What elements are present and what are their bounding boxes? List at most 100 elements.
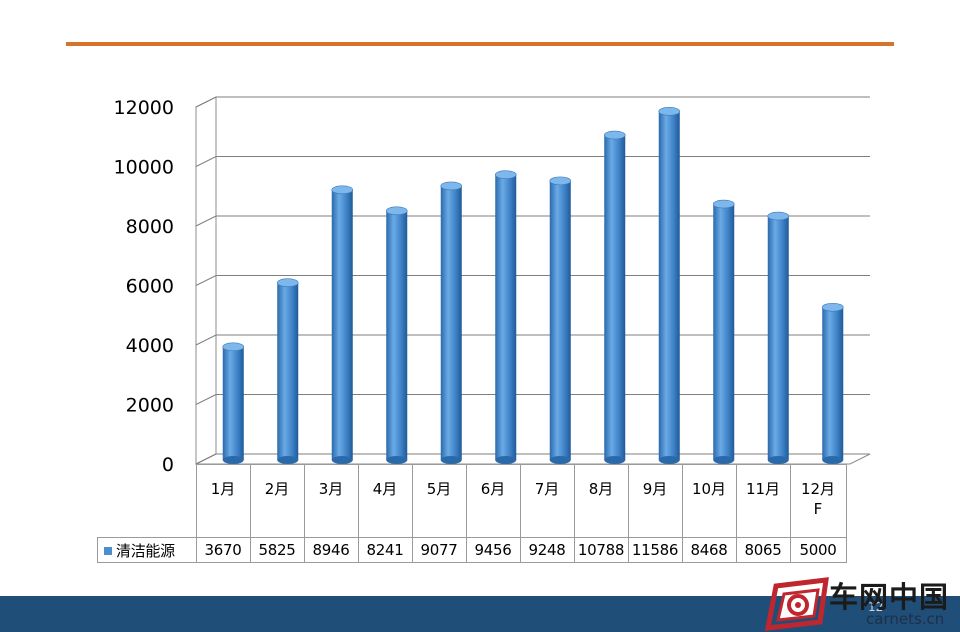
bar-base (495, 456, 517, 464)
bars (222, 107, 844, 464)
bar-base (331, 456, 353, 464)
legend-label: 清洁能源 (116, 541, 175, 560)
gridline (195, 215, 870, 227)
category-label: 6月 (465, 464, 521, 538)
data-table: 1月 2月 3月 4月 5月 6月 7月 8月 9月 10月 11月 12月F 清洁能源 3670 582… (97, 464, 847, 563)
value-cell: 3670 (195, 537, 251, 563)
bar (658, 107, 681, 464)
bar (821, 302, 844, 464)
bar-base (277, 456, 299, 464)
bar-top (494, 170, 517, 179)
category-label: 8月 (573, 464, 629, 538)
bar-body (277, 282, 299, 460)
legend-entry: 清洁能源 (97, 537, 197, 563)
bar-base (658, 456, 680, 464)
legend-key-icon (104, 546, 112, 555)
bar-body (658, 111, 680, 460)
bar-top (821, 302, 844, 312)
category-label: 4月 (357, 464, 413, 538)
value-cell: 10788 (573, 537, 629, 563)
bar (222, 342, 245, 464)
y-tick-label: 10000 (114, 157, 174, 179)
logo-url: carnets.cn (866, 610, 945, 628)
bar-base (713, 456, 735, 464)
header-rule (66, 42, 894, 46)
bar-base (767, 456, 789, 464)
bar-body (604, 135, 626, 460)
y-tick-label: 2000 (126, 395, 174, 417)
bar-top (331, 185, 354, 195)
gridline (195, 275, 870, 286)
gridline (195, 394, 870, 405)
y-tick-label: 6000 (126, 276, 174, 298)
page-number: 12 (868, 600, 884, 614)
bar (385, 206, 408, 464)
value-cell: 8241 (357, 537, 413, 563)
bar-top (767, 211, 790, 221)
bar-body (331, 189, 353, 460)
bar-body (386, 210, 408, 460)
gridline (195, 96, 870, 108)
category-label: 5月 (411, 464, 467, 538)
bar (767, 211, 790, 464)
bar-top (712, 199, 735, 209)
camera-logo-icon (764, 577, 829, 631)
grid-lines (195, 96, 871, 465)
bar-top (603, 130, 626, 140)
bar-base (222, 456, 244, 464)
bar-body (822, 307, 844, 460)
category-label: 7月 (519, 464, 575, 538)
bar-top (385, 206, 408, 216)
category-label: 9月 (627, 464, 683, 538)
y-tick-label: 4000 (126, 335, 174, 357)
bar (603, 130, 626, 464)
bar (712, 199, 735, 464)
bar-body (713, 204, 735, 460)
bar (276, 278, 299, 464)
table-corner (97, 464, 197, 538)
category-label: 11月 (735, 464, 791, 538)
category-label: 3月 (303, 464, 359, 538)
category-label: 1月 (195, 464, 251, 538)
gridline (195, 334, 870, 346)
value-cell: 9456 (465, 537, 521, 563)
bar-top (549, 176, 572, 186)
logo-text: 车网中国 (829, 580, 950, 614)
bar-top (276, 278, 299, 288)
bar (549, 176, 572, 464)
category-label: 12月F (789, 464, 847, 538)
value-cell: 11586 (627, 537, 683, 563)
y-tick-label: 8000 (126, 216, 174, 238)
bar-base (822, 456, 844, 464)
bar-base (386, 456, 408, 464)
bar-base (440, 456, 462, 464)
value-row: 清洁能源 3670 5825 8946 8241 9077 9456 9248 10788 115… (97, 537, 847, 563)
bar-body (222, 346, 244, 460)
bar-body (495, 174, 517, 460)
bar-top (222, 342, 245, 352)
gridline (195, 453, 870, 465)
value-cell: 5825 (249, 537, 305, 563)
value-cell: 8065 (735, 537, 791, 563)
bar-top (440, 181, 463, 191)
logo: 车网中国 carnets.cn (762, 572, 960, 632)
bar-top (658, 107, 681, 116)
value-cell: 8946 (303, 537, 359, 563)
value-cell: 8468 (681, 537, 737, 563)
y-tick-label: 12000 (114, 97, 174, 119)
gridline (195, 156, 870, 167)
bar-body (440, 185, 462, 461)
bar (331, 185, 354, 464)
category-label: 2月 (249, 464, 305, 538)
bar-body (767, 216, 789, 460)
value-cell: 9248 (519, 537, 575, 563)
bar-body (549, 180, 571, 460)
value-cell: 9077 (411, 537, 467, 563)
category-row: 1月 2月 3月 4月 5月 6月 7月 8月 9月 10月 11月 12月F (97, 464, 847, 538)
value-cell: 5000 (789, 537, 847, 563)
bar (494, 170, 517, 464)
bar (440, 181, 463, 464)
category-label: 10月 (681, 464, 737, 538)
